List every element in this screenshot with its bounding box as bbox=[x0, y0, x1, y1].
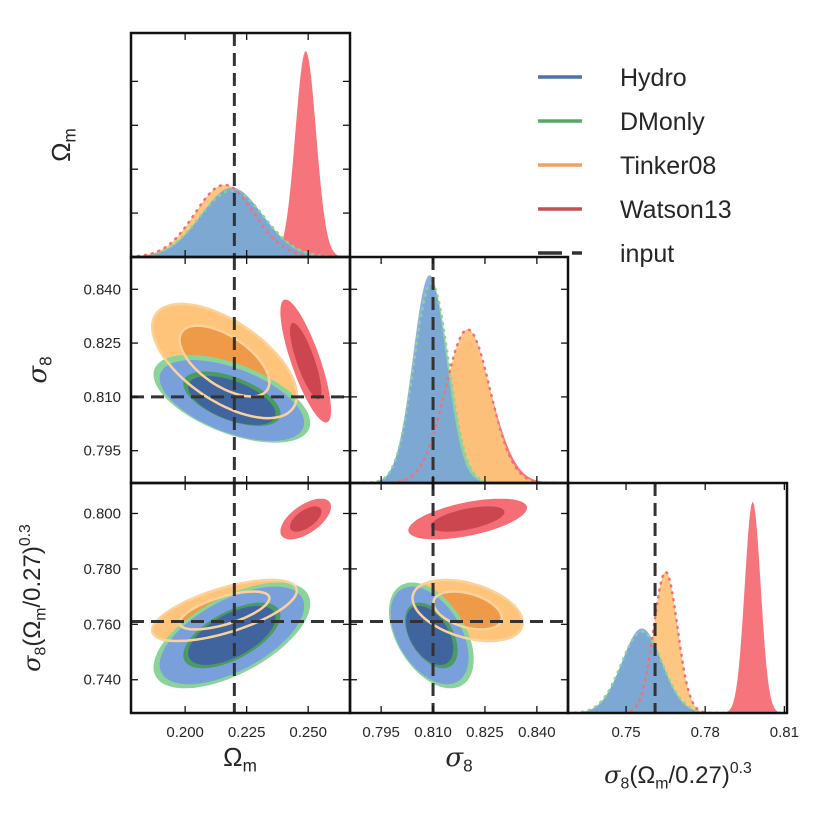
marginal-s8-hydro bbox=[350, 275, 568, 483]
legend-entry-watson13: Watson13 bbox=[538, 196, 732, 224]
legend-entry-hydro: Hydro bbox=[538, 64, 687, 92]
x-tick-label: 0.250 bbox=[289, 724, 327, 741]
contour-tinker08-inner-line bbox=[178, 324, 271, 398]
x-tick-label: 0.75 bbox=[611, 724, 640, 741]
y-tick-label: 0.810 bbox=[83, 389, 121, 406]
x-tick-label: 0.81 bbox=[770, 724, 799, 741]
contour-watson13-inner bbox=[290, 506, 322, 532]
legend-label: input bbox=[620, 240, 674, 268]
x-tick-label: 0.225 bbox=[228, 724, 266, 741]
marginal-comb bbox=[568, 501, 787, 713]
marginal-om bbox=[131, 51, 350, 257]
marginal-comb-watson13 bbox=[568, 501, 787, 713]
contour-hydro-inner bbox=[188, 376, 276, 425]
marginal-s8 bbox=[350, 275, 568, 483]
legend-label: DMonly bbox=[620, 108, 705, 136]
y-tick-label: 0.795 bbox=[83, 443, 121, 460]
y-axis-label-omega-m: Ωm bbox=[46, 128, 80, 162]
marginal-om-dotted-dmonly bbox=[131, 189, 350, 257]
legend-entry-dmonly: DMonly bbox=[538, 108, 705, 136]
legend-label: Watson13 bbox=[620, 196, 732, 224]
marginal-s8-dotted-dmonly bbox=[350, 282, 568, 483]
marginal-comb-dotted-dmonly bbox=[568, 630, 787, 713]
contour-comb-vs-s8 bbox=[389, 498, 527, 689]
x-tick-label: 0.795 bbox=[362, 724, 400, 741]
x-tick-label: 0.825 bbox=[466, 724, 504, 741]
legend-label: Tinker08 bbox=[620, 152, 716, 180]
y-tick-label: 0.740 bbox=[83, 672, 121, 689]
legend: Hydro DMonly Tinker08 Watson13 input bbox=[538, 64, 732, 268]
y-tick-label: 0.780 bbox=[83, 561, 121, 578]
marginal-s8-tinker08 bbox=[350, 329, 568, 483]
contour-watson13-inner bbox=[290, 322, 322, 400]
y-axis-label-combined: σ8(Ωm/0.27)0.3 bbox=[17, 524, 49, 672]
contour-watson13-inner bbox=[430, 506, 505, 532]
x-axis-label-combined: σ8(Ωm/0.27)0.3 bbox=[604, 760, 752, 792]
x-axis-label-sigma8: σ8 bbox=[445, 743, 472, 776]
contour-s8-vs-om bbox=[150, 299, 331, 443]
contour-tinker08-inner-line bbox=[178, 590, 271, 631]
marginal-comb-hydro bbox=[568, 628, 787, 713]
legend-entry-input: input bbox=[538, 240, 674, 268]
contour-tinker08-outer-line bbox=[150, 302, 299, 420]
legend-label: Hydro bbox=[620, 64, 687, 92]
contour-tinker08-outer-line bbox=[150, 578, 299, 643]
marginal-comb-dotted-tinker08 bbox=[568, 570, 787, 713]
marginal-om-watson13 bbox=[131, 51, 350, 257]
contour-comb-vs-om bbox=[150, 498, 331, 689]
marginal-om-hydro bbox=[131, 187, 350, 257]
legend-entry-tinker08: Tinker08 bbox=[538, 152, 716, 180]
x-tick-label: 0.78 bbox=[691, 724, 720, 741]
y-tick-label: 0.760 bbox=[83, 616, 121, 633]
y-tick-label: 0.840 bbox=[83, 281, 121, 298]
panel-frame-comb-comb bbox=[566, 481, 789, 715]
x-tick-label: 0.200 bbox=[166, 724, 204, 741]
marginal-comb-tinker08 bbox=[568, 571, 787, 713]
x-tick-label: 0.810 bbox=[414, 724, 452, 741]
contour-tinker08-outer-line bbox=[411, 578, 525, 643]
y-tick-label: 0.825 bbox=[83, 335, 121, 352]
x-tick-label: 0.840 bbox=[518, 724, 556, 741]
y-tick-label: 0.800 bbox=[83, 505, 121, 522]
x-axis-label-omega-m: Ωm bbox=[223, 742, 257, 776]
y-axis-label-sigma8: σ8 bbox=[23, 356, 56, 383]
